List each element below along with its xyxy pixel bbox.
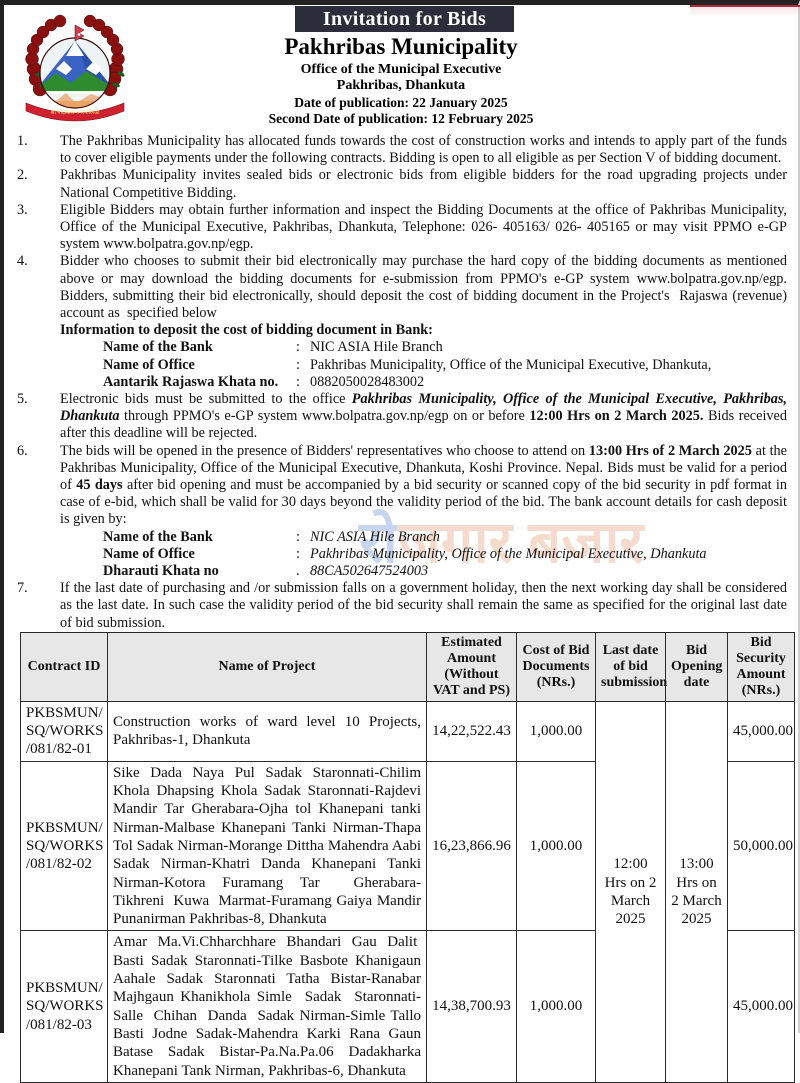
svg-text:श्री पक्ष्रिबास नगरपालिका: श्री पक्ष्रिबास नगरपालिका [50,109,100,116]
